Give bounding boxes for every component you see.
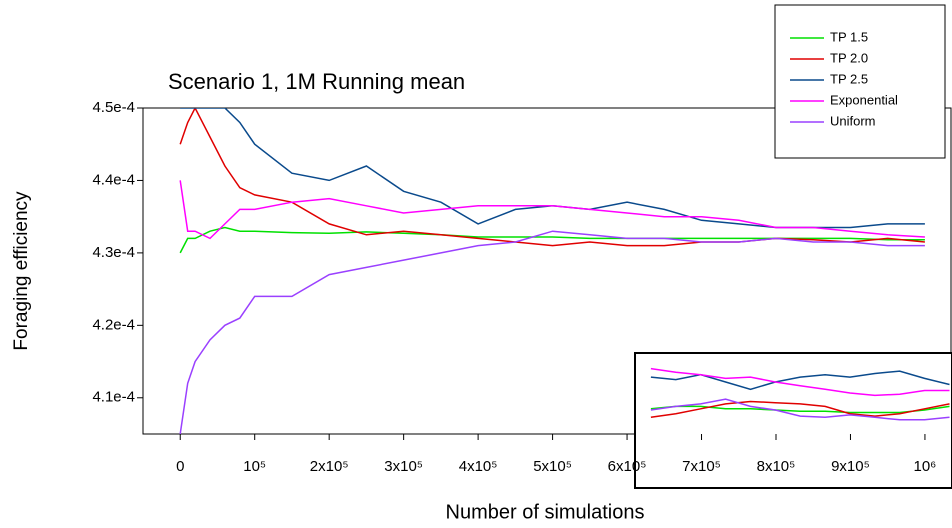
y-tick-label: 4.4e-4 bbox=[92, 171, 135, 188]
y-tick-label: 4.2e-4 bbox=[92, 316, 135, 333]
x-tick-label: 4x10⁵ bbox=[459, 458, 498, 475]
series-line bbox=[179, 230, 925, 434]
x-tick-label: 9x10⁵ bbox=[831, 458, 870, 475]
chart-title: Scenario 1, 1M Running mean bbox=[168, 69, 465, 94]
legend-label: Exponential bbox=[830, 92, 898, 107]
legend-label: TP 1.5 bbox=[830, 29, 868, 44]
legend-label: Uniform bbox=[830, 113, 876, 128]
x-tick-label: 2x10⁵ bbox=[310, 458, 349, 475]
series-line bbox=[650, 405, 950, 414]
x-tick-label: 5x10⁵ bbox=[533, 458, 572, 475]
legend-box bbox=[774, 4, 946, 159]
series-line bbox=[650, 367, 950, 397]
x-tick-label: 7x10⁵ bbox=[682, 458, 721, 475]
plot-frame bbox=[142, 107, 952, 435]
x-axis-label: Number of simulations bbox=[446, 501, 645, 523]
x-tick-label: 0 bbox=[176, 458, 184, 475]
x-tick-label: 8x10⁵ bbox=[757, 458, 796, 475]
series-line bbox=[650, 398, 950, 421]
legend-label: TP 2.5 bbox=[830, 71, 868, 86]
x-tick-label: 3x10⁵ bbox=[384, 458, 423, 475]
x-tick-label: 10⁵ bbox=[243, 458, 266, 475]
x-tick-label: 6x10⁵ bbox=[608, 458, 647, 475]
x-tick-label: 10⁶ bbox=[914, 458, 937, 475]
legend-label: TP 2.0 bbox=[830, 50, 868, 65]
series-line bbox=[650, 400, 950, 419]
y-axis-label: Foraging efficiency bbox=[11, 191, 32, 351]
y-tick-label: 4.5e-4 bbox=[92, 99, 135, 116]
y-tick-label: 4.3e-4 bbox=[92, 244, 135, 261]
series-line bbox=[179, 180, 925, 240]
y-tick-label: 4.1e-4 bbox=[92, 389, 135, 406]
